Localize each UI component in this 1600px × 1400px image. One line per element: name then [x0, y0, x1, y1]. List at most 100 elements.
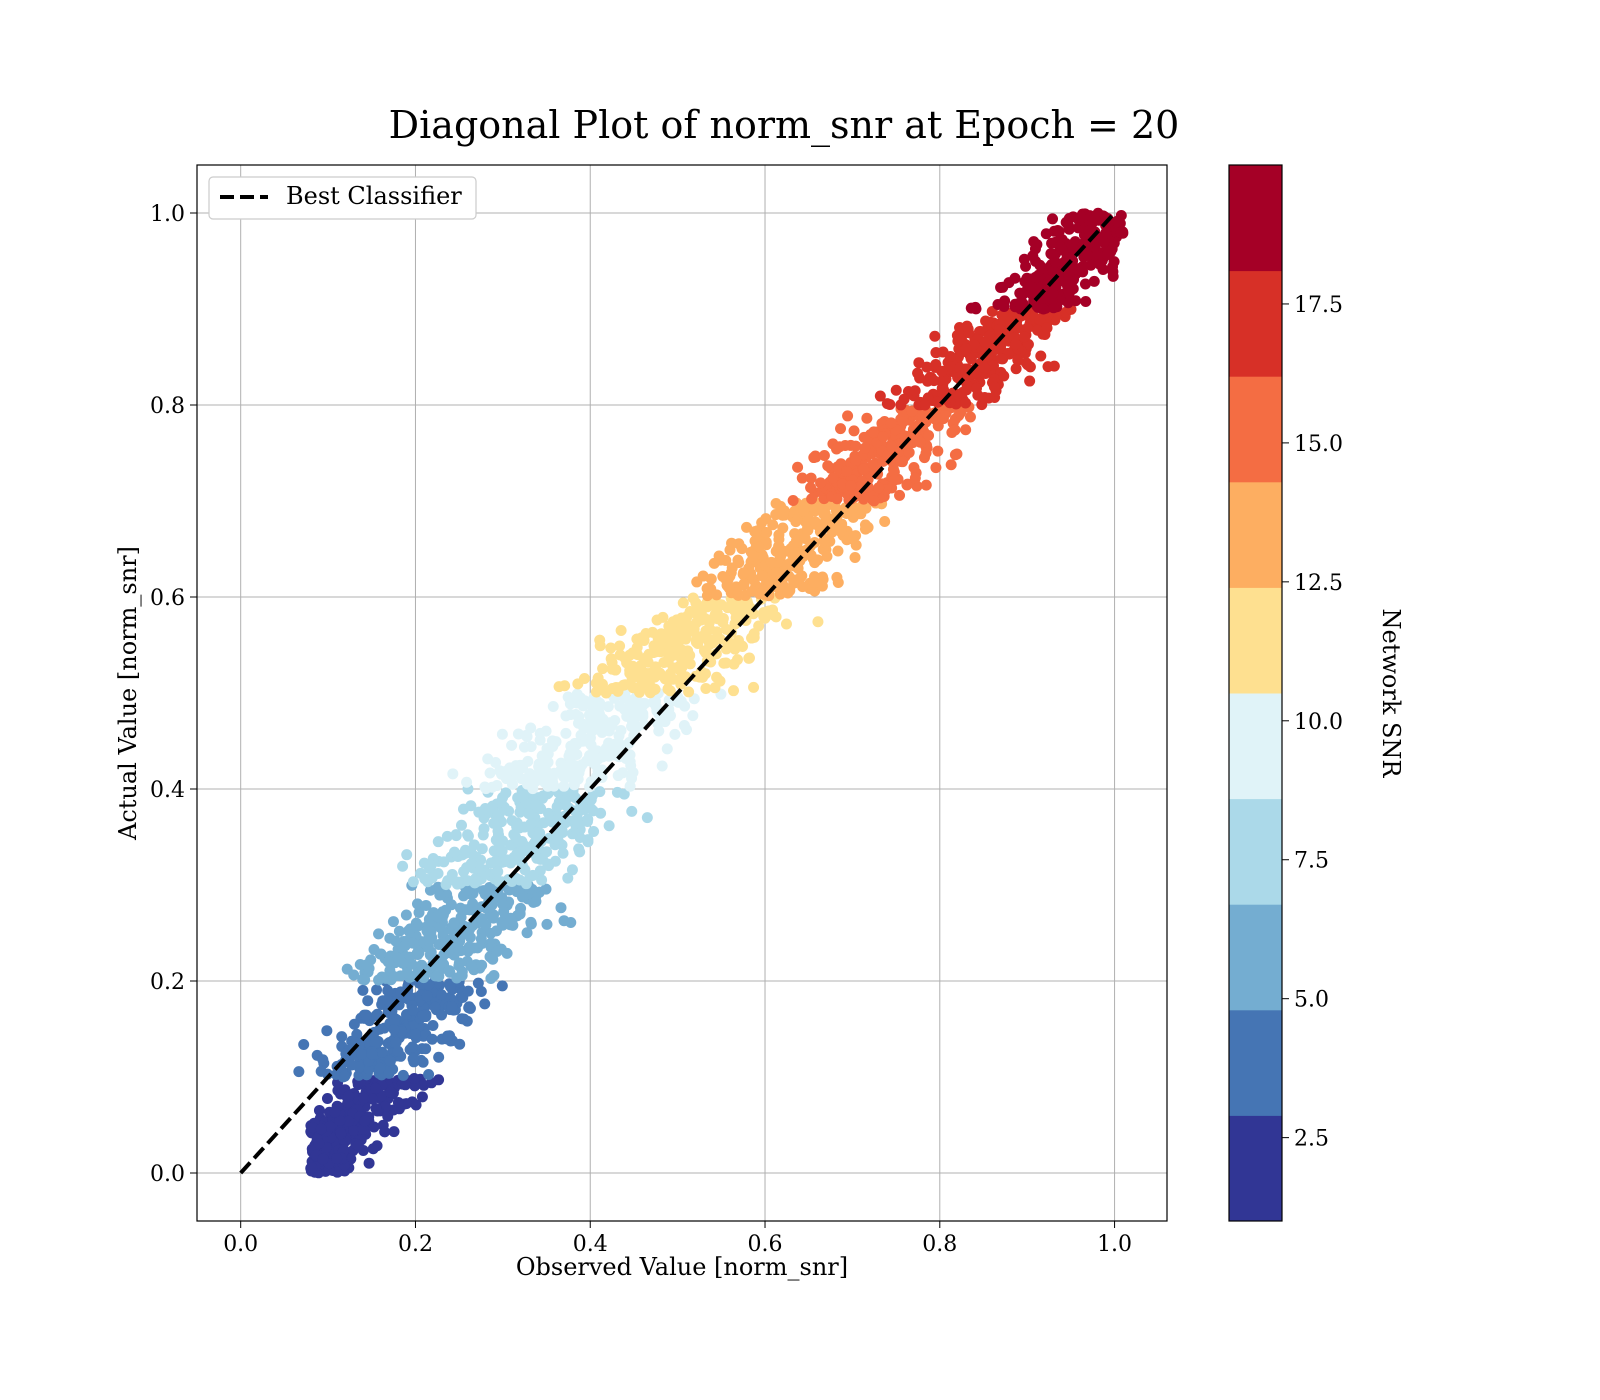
- colorbar-band: [1229, 693, 1282, 800]
- data-point: [930, 462, 942, 474]
- data-point: [756, 570, 768, 582]
- data-point: [798, 505, 810, 517]
- data-point: [356, 1048, 368, 1060]
- x-axis-ticks: 0.0 0.2 0.4 0.6 0.8 1.0: [223, 1221, 1132, 1257]
- data-point: [767, 519, 779, 531]
- data-point: [1021, 322, 1033, 334]
- data-point: [642, 656, 654, 668]
- data-point: [773, 533, 785, 545]
- data-point: [945, 459, 957, 471]
- colorbar-tick-label: 10.0: [1294, 710, 1343, 735]
- colorbar-ticks: 2.5 5.0 7.5 10.0 12.5 15.0 17.5: [1282, 293, 1343, 1152]
- data-point: [472, 977, 484, 989]
- data-point: [307, 1122, 319, 1134]
- data-point: [920, 479, 932, 491]
- data-point: [467, 919, 479, 931]
- best-classifier-line: [239, 211, 1117, 1175]
- data-point: [709, 682, 721, 694]
- data-point: [587, 805, 599, 817]
- chart-title: Diagonal Plot of norm_snr at Epoch = 20: [389, 103, 1180, 148]
- data-point: [732, 554, 744, 566]
- data-point: [363, 1157, 375, 1169]
- data-point: [597, 751, 609, 763]
- data-point: [370, 1010, 382, 1022]
- data-point: [545, 814, 557, 826]
- data-point: [552, 833, 564, 845]
- data-point: [881, 398, 893, 410]
- data-point: [423, 1068, 435, 1080]
- data-point: [909, 385, 921, 397]
- data-point: [555, 902, 567, 914]
- data-point: [479, 781, 491, 793]
- data-point: [574, 846, 586, 858]
- data-point: [514, 907, 526, 919]
- data-point: [979, 337, 991, 349]
- y-tick-label: 0.0: [150, 1162, 185, 1187]
- data-point: [370, 1082, 382, 1094]
- data-point: [434, 889, 446, 901]
- data-point: [331, 1166, 343, 1178]
- data-point: [693, 671, 705, 683]
- data-point: [387, 916, 399, 928]
- data-point: [540, 883, 552, 895]
- data-point: [496, 917, 508, 929]
- data-point: [978, 361, 990, 373]
- data-point: [603, 820, 615, 832]
- data-point: [636, 632, 648, 644]
- data-point: [340, 1048, 352, 1060]
- data-point: [954, 407, 966, 419]
- data-point: [805, 472, 817, 484]
- data-point: [313, 1104, 325, 1116]
- data-point: [1035, 350, 1047, 362]
- data-point: [587, 699, 599, 711]
- data-point: [929, 330, 941, 342]
- data-point: [748, 573, 760, 585]
- colorbar-band: [1229, 1115, 1282, 1222]
- data-point: [415, 959, 427, 971]
- data-point: [321, 1025, 333, 1037]
- data-point: [997, 309, 1009, 321]
- data-point: [988, 360, 1000, 372]
- data-point: [1048, 360, 1060, 372]
- data-point: [928, 375, 940, 387]
- data-point: [849, 551, 861, 563]
- data-point: [401, 967, 413, 979]
- data-point: [504, 839, 516, 851]
- data-point: [505, 912, 517, 924]
- data-point: [787, 494, 799, 506]
- data-point: [917, 413, 929, 425]
- data-point: [1063, 287, 1075, 299]
- x-tick-label: 0.6: [748, 1232, 783, 1257]
- data-point: [369, 1037, 381, 1049]
- data-point: [553, 681, 565, 693]
- data-point: [548, 780, 560, 792]
- data-point: [709, 608, 721, 620]
- data-point: [920, 447, 932, 459]
- data-point: [605, 653, 617, 665]
- data-point: [708, 557, 720, 569]
- data-point: [667, 616, 679, 628]
- data-point: [407, 1053, 419, 1065]
- data-point: [877, 431, 889, 443]
- data-point: [298, 1038, 310, 1050]
- data-point: [485, 973, 497, 985]
- data-point: [841, 465, 853, 477]
- data-point: [578, 672, 590, 684]
- y-tick-label: 0.8: [150, 394, 185, 419]
- data-point: [790, 516, 802, 528]
- data-point: [641, 812, 653, 824]
- data-point: [1048, 302, 1060, 314]
- data-point: [827, 472, 839, 484]
- data-point: [688, 623, 700, 635]
- data-point: [1025, 281, 1037, 293]
- data-point: [371, 984, 383, 996]
- data-point: [671, 643, 683, 655]
- data-point: [451, 878, 463, 890]
- data-point: [444, 981, 456, 993]
- data-point: [525, 741, 537, 753]
- data-point: [624, 780, 636, 792]
- data-point: [658, 656, 670, 668]
- data-point: [407, 1041, 419, 1053]
- colorbar-tick-label: 7.5: [1294, 849, 1329, 874]
- y-tick-label: 0.4: [150, 778, 185, 803]
